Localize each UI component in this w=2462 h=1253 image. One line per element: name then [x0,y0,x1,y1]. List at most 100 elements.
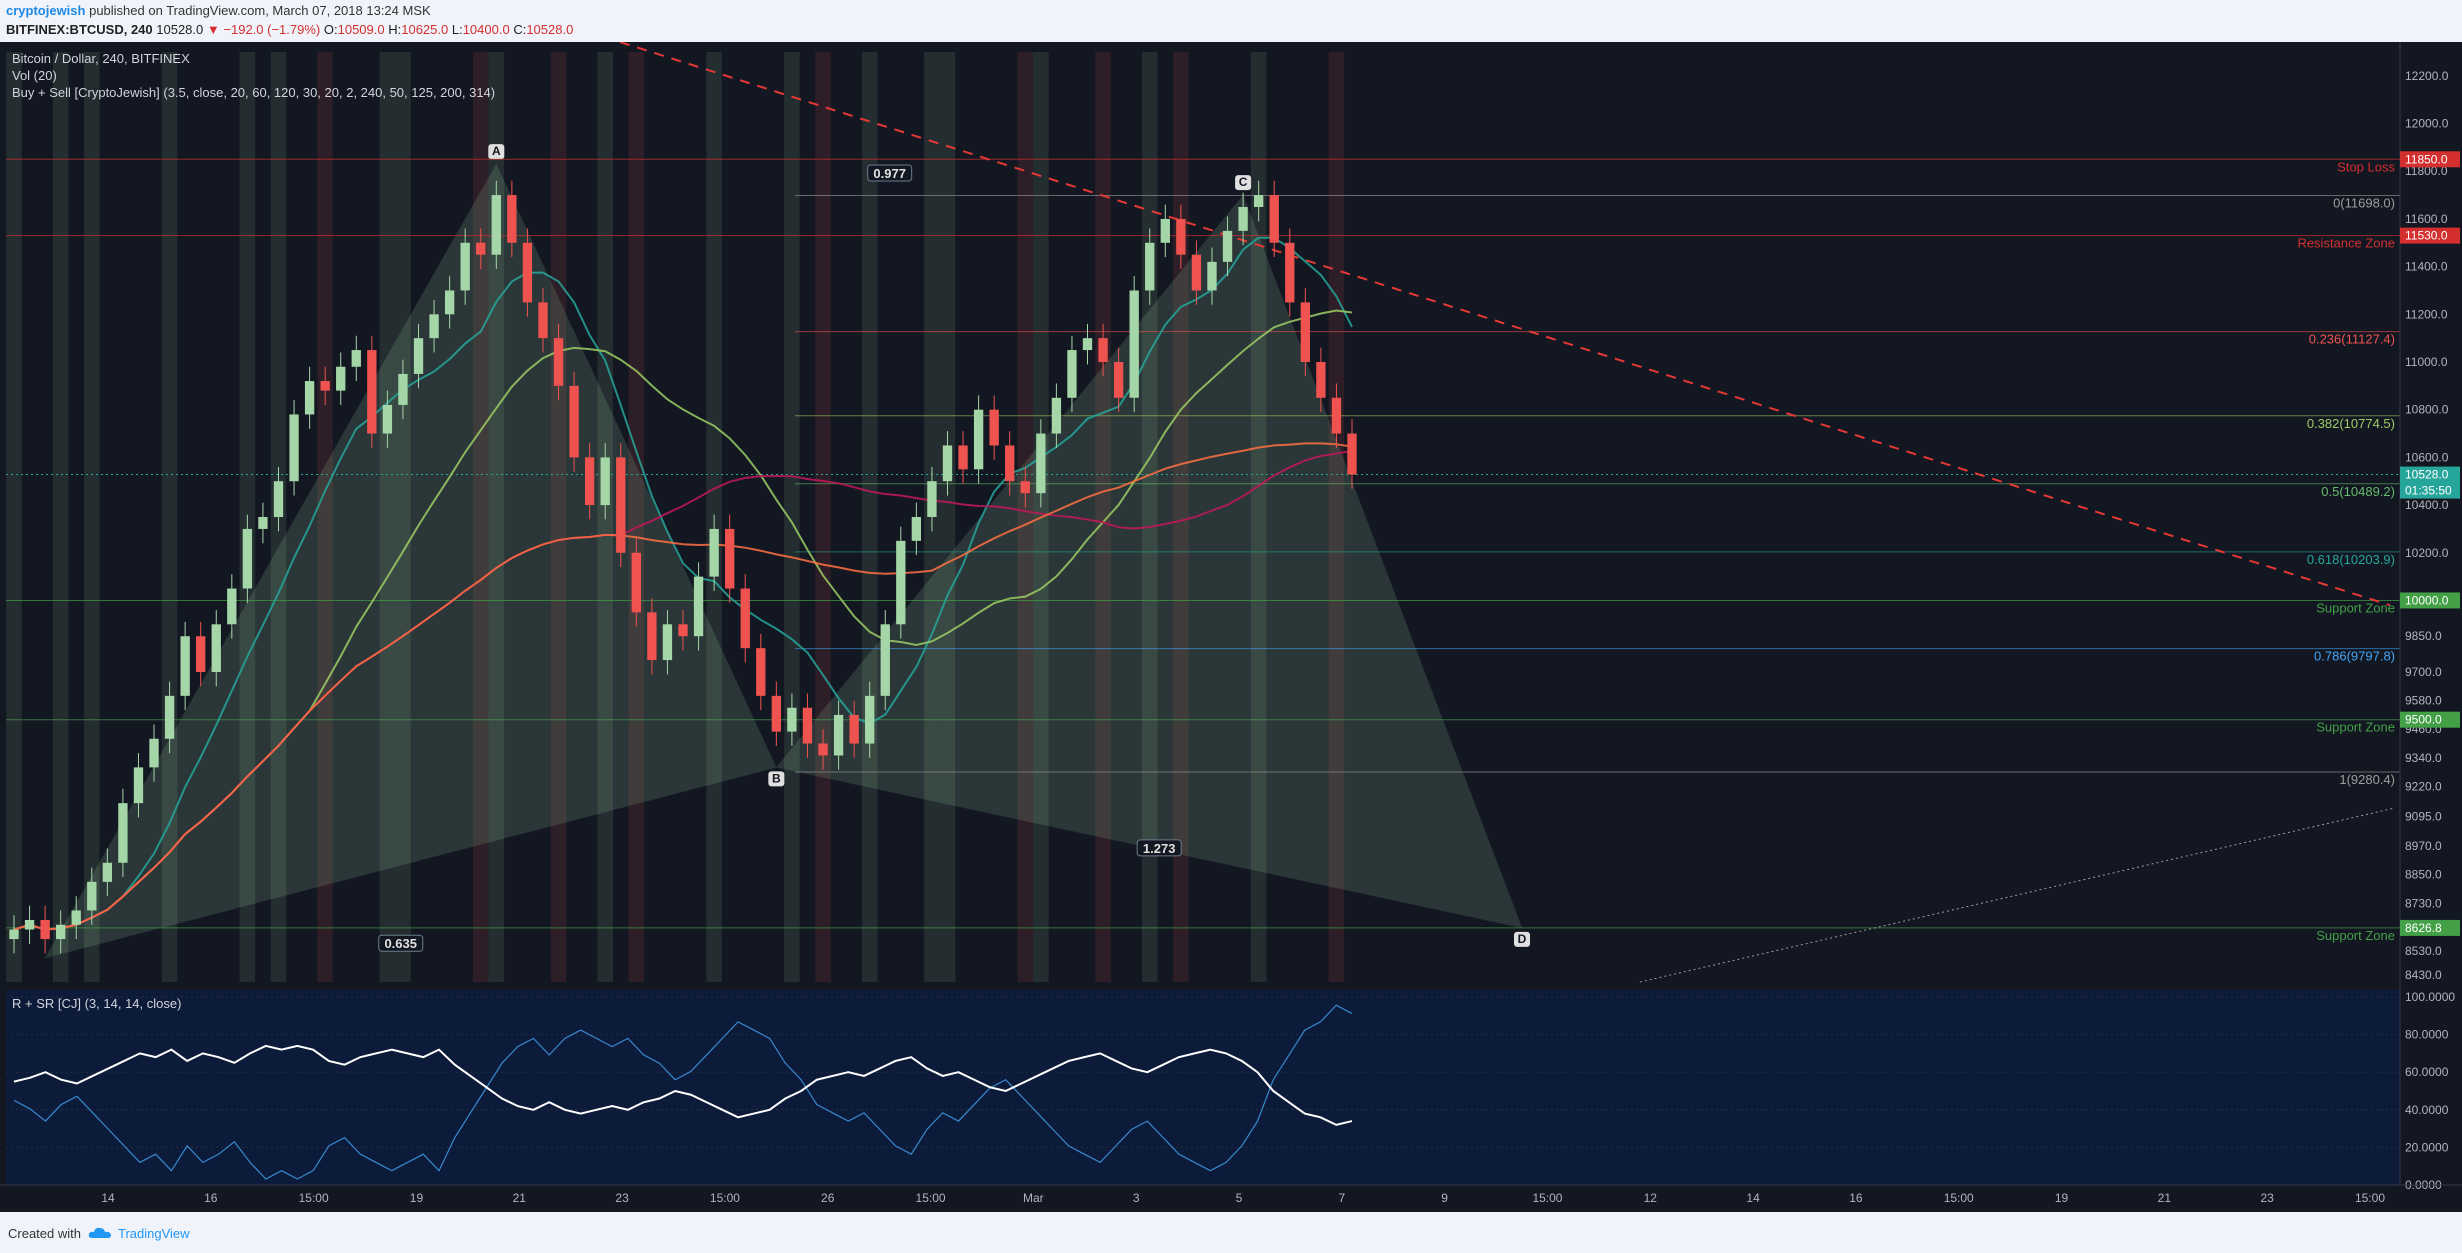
candle-body [584,457,595,506]
chart-container[interactable]: A B C D 0.977 1.273 0.635 Stop Loss Resistance … [0,41,2462,1212]
candle-body [1191,254,1202,291]
candle-body [631,552,641,613]
last-price: 10528.0 [156,22,204,37]
candle-body [911,517,922,541]
fib-level-label: 0.236(11127.4) [2309,332,2395,347]
price-level-tag [2400,919,2460,936]
price-level-tag-label: 8626.8 [2405,921,2442,935]
time-tick-label: 14 [1746,1191,1760,1205]
current-price-tag [2400,466,2460,499]
candle-body [1145,242,1155,291]
price-level-tag [2400,592,2460,609]
candle-body [149,738,159,768]
osc-pane [6,990,2400,1185]
time-tick-label: 12 [1644,1191,1658,1205]
ma-long [13,442,1353,931]
price-tick-label: 9700.0 [2405,665,2442,679]
price-tick-label: 11800.0 [2405,164,2448,178]
price-tick-label: 9095.0 [2405,809,2442,823]
candle-body [273,481,284,517]
candle-body [320,381,330,391]
candle-body [647,612,657,661]
price-tick-label: 10400.0 [2405,498,2449,512]
price-tick-label: 8730.0 [2405,896,2442,910]
candle-body [211,624,221,672]
close-value: 10528.0 [526,22,574,37]
price-tick-label: 9850.0 [2405,629,2442,643]
countdown-label: 01:35:50 [2405,484,2452,498]
tradingview-cloud-icon [88,1227,111,1238]
candle-body [398,373,408,405]
candle-body [24,920,35,930]
candle-body [1176,218,1186,255]
trend-line-dashed [619,41,2391,607]
signal-band [1095,52,1111,982]
time-tick-label: 7 [1338,1191,1345,1205]
price-level-tag-label: 10000.0 [2405,593,2449,607]
time-tick-label: 16 [1849,1191,1863,1205]
candle-body [118,803,128,863]
candle-body [102,862,113,882]
signal-band [52,52,69,982]
pattern-point-tag [1514,931,1530,947]
fib-level-label: 0.5(10489.2) [2321,484,2395,499]
author-link[interactable]: cryptojewish [6,3,86,18]
candle-body [476,242,486,255]
candle-body [56,924,66,940]
time-tick-label: 15:00 [299,1191,329,1205]
candle-body [678,624,688,637]
candle-body [973,409,984,470]
time-tick-label: 15:00 [2355,1191,2385,1205]
osc-fast-line [13,1004,1353,1180]
price-tick-label: 8970.0 [2405,839,2442,853]
price-axis[interactable]: 12200.0 12000.0 11800.0 11600.0 11400.0 11200… [2399,42,2462,1212]
candle-body [1238,207,1248,231]
candle-body [1160,218,1170,243]
change-arrow: ▼ [206,22,220,37]
candle-body [693,576,704,637]
time-tick-label: 19 [410,1191,424,1205]
candle-body [1113,362,1124,398]
signal-band [472,52,489,982]
time-tick-label: 15:00 [1532,1191,1562,1205]
time-tick-label: 16 [204,1191,218,1205]
candle-body [740,588,750,649]
signal-band [488,52,505,982]
candle-body [196,636,206,672]
change-value: −192.0 (−1.79%) [223,22,321,37]
signal-band [939,52,956,982]
high-value: 10625.0 [401,22,449,37]
legend-indicator: Buy + Sell [CryptoJewish] (3.5, close, 2… [12,85,495,100]
candle-body [771,695,782,732]
price-tick-label: 12200.0 [2405,69,2449,83]
candle-body [927,481,937,517]
candle-body [896,540,906,625]
price-level-label: Support Zone [2316,928,2395,943]
candle-body [756,648,766,696]
fib-level-label: 0.382(10774.5) [2307,416,2395,431]
price-tick-label: 10800.0 [2405,403,2449,417]
pattern-point-label: B [772,771,781,785]
price-tick-label: 11000.0 [2405,355,2448,369]
candle-body [40,920,50,940]
osc-tick-label: 20.0000 [2405,1140,2449,1154]
osc-tick-label: 40.0000 [2405,1103,2449,1117]
candle-body [849,714,859,744]
tradingview-link[interactable]: TradingView [118,1226,190,1241]
publish-header: cryptojewish published on TradingView.co… [0,0,2462,42]
candle-body [1347,433,1357,475]
close-label: C: [513,22,527,37]
pattern-ratio-label: 0.977 [873,166,906,181]
time-tick-label: 21 [2158,1191,2172,1205]
candle-body [709,528,719,577]
time-tick-label: 26 [821,1191,835,1205]
candle-body [1129,290,1139,398]
time-axis[interactable]: 14 16 15:00 19 21 23 15:00 26 15:00 Mar 3 5 7 9 15:00 1… [0,1184,2462,1205]
signal-band [1017,52,1034,982]
chart-svg[interactable]: A B C D 0.977 1.273 0.635 Stop Loss Resistance … [0,41,2462,1212]
candle-body [1067,350,1077,398]
price-tick-label: 9220.0 [2405,779,2442,793]
legend-title: Bitcoin / Dollar, 240, BITFINEX [12,51,190,66]
harmonic-pattern: A B C D 0.977 1.273 0.635 [44,144,1530,959]
candle-body [133,767,144,804]
